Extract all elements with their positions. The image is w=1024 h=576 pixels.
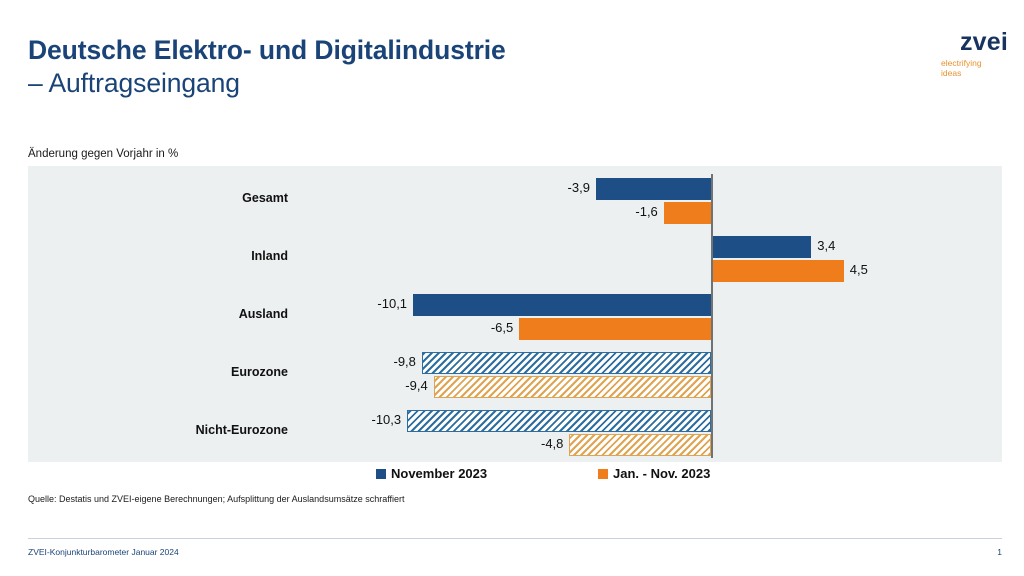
footer-page-number: 1 bbox=[997, 547, 1002, 557]
bar-value-label: -1,6 bbox=[635, 204, 658, 219]
bar-wrapper: 4,5 bbox=[711, 260, 868, 282]
bar-jan-nov bbox=[433, 376, 711, 398]
bar-wrapper: -10,1 bbox=[377, 294, 711, 316]
logo-tagline-line-1: electrifying bbox=[941, 58, 982, 68]
logo-tagline: electrifying ideas bbox=[913, 58, 1008, 78]
bar-wrapper: -4,8 bbox=[541, 434, 711, 456]
page-title-line-1: Deutsche Elektro- und Digitalindustrie bbox=[28, 35, 506, 65]
bar-november bbox=[413, 294, 711, 316]
category-label: Eurozone bbox=[231, 365, 288, 379]
bar-november bbox=[595, 178, 711, 200]
axis-caption: Änderung gegen Vorjahr in % bbox=[28, 148, 179, 160]
logo-wordmark: zvei bbox=[959, 28, 1008, 56]
bar-jan-nov bbox=[663, 202, 711, 224]
bar-value-label: -4,8 bbox=[540, 436, 564, 451]
bar-wrapper: -9,8 bbox=[393, 352, 711, 374]
page-title: Deutsche Elektro- und Digitalindustrie –… bbox=[28, 34, 728, 100]
legend-label: Jan. - Nov. 2023 bbox=[613, 466, 711, 481]
bar-november bbox=[421, 352, 711, 374]
bar-value-label: -9,4 bbox=[405, 378, 428, 393]
bar-jan-nov bbox=[711, 260, 844, 282]
category-label: Ausland bbox=[238, 307, 288, 321]
bar-wrapper: -3,9 bbox=[568, 178, 711, 200]
bar-wrapper: -6,5 bbox=[491, 318, 711, 340]
logo-tagline-line-2: ideas bbox=[941, 68, 962, 79]
legend-label: November 2023 bbox=[391, 466, 488, 481]
bar-november bbox=[407, 410, 711, 432]
bar-group: Inland 3,4 4,5 bbox=[28, 232, 1002, 282]
bar-wrapper: -10,3 bbox=[372, 410, 711, 432]
bar-group: Ausland -10,1 -6,5 bbox=[28, 290, 1002, 340]
bar-group: Gesamt -3,9 -1,6 bbox=[28, 174, 1002, 224]
bar-wrapper: -1,6 bbox=[635, 202, 711, 224]
legend-swatch-icon bbox=[376, 468, 386, 479]
bar-jan-nov bbox=[569, 434, 711, 456]
category-label: Nicht-Eurozone bbox=[195, 423, 288, 437]
zero-axis-line bbox=[711, 174, 713, 458]
category-label: Gesamt bbox=[242, 191, 288, 205]
bar-value-label: -3,9 bbox=[567, 180, 590, 195]
bar-value-label: -6,5 bbox=[490, 320, 514, 335]
page-title-line-2: – Auftragseingang bbox=[28, 68, 240, 99]
bar-value-label: 3,4 bbox=[817, 238, 836, 253]
bar-value-label: -9,8 bbox=[393, 354, 416, 369]
bar-value-label: -10,3 bbox=[371, 412, 402, 427]
bar-wrapper: -9,4 bbox=[405, 376, 711, 398]
bar-group: Nicht-Eurozone -10,3 -4,8 bbox=[28, 406, 1002, 456]
legend-item: Jan. - Nov. 2023 bbox=[598, 466, 710, 481]
source-note: Quelle: Destatis und ZVEI-eigene Berechn… bbox=[28, 494, 405, 504]
zvei-logo: zvei electrifying ideas bbox=[913, 28, 1008, 79]
chart-plot-area: Gesamt -3,9 -1,6 Inland 3,4 4,5 Ausland -10,1 -6… bbox=[28, 166, 1002, 462]
category-label: Inland bbox=[251, 249, 288, 263]
legend-swatch-icon bbox=[598, 468, 608, 479]
bar-november bbox=[711, 236, 812, 258]
bar-jan-nov bbox=[519, 318, 711, 340]
bar-value-label: 4,5 bbox=[849, 262, 868, 277]
bar-group: Eurozone -9,8 -9,4 bbox=[28, 348, 1002, 398]
bar-wrapper: 3,4 bbox=[711, 236, 835, 258]
bar-value-label: -10,1 bbox=[377, 296, 408, 311]
footer-divider bbox=[28, 538, 1002, 539]
legend-item: November 2023 bbox=[376, 466, 487, 481]
footer-document-label: ZVEI-Konjunkturbarometer Januar 2024 bbox=[28, 547, 179, 557]
chart-legend: November 2023 Jan. - Nov. 2023 bbox=[28, 466, 1002, 488]
